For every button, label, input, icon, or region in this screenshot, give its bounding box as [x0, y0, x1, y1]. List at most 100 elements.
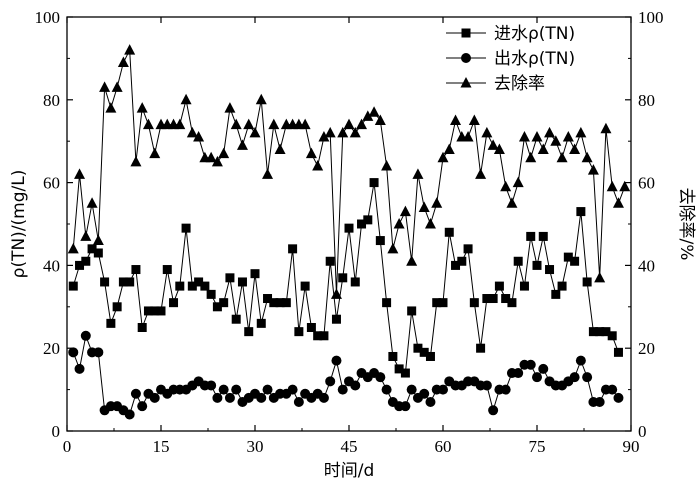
x-tick-label: 60: [435, 437, 452, 456]
data-point: [262, 168, 274, 179]
data-point: [236, 139, 248, 150]
data-point: [556, 151, 568, 163]
data-point: [569, 143, 581, 154]
data-point: [93, 347, 104, 358]
data-point: [306, 323, 316, 332]
data-point: [538, 231, 548, 241]
y-left-tick-label: 0: [52, 422, 61, 441]
data-point: [206, 289, 216, 299]
data-point: [357, 219, 367, 229]
data-point: [588, 327, 598, 337]
data-point: [507, 298, 517, 308]
data-point: [200, 281, 210, 291]
data-point: [400, 368, 410, 378]
data-point: [500, 180, 512, 192]
data-point: [513, 368, 524, 379]
data-point: [112, 302, 122, 312]
data-point: [387, 242, 399, 254]
data-point: [80, 230, 92, 241]
legend-marker: [460, 77, 472, 88]
data-point: [211, 155, 223, 167]
data-point: [337, 126, 349, 138]
data-point: [457, 256, 467, 266]
data-point: [288, 244, 298, 254]
data-point: [256, 392, 267, 403]
x-tick-label: 15: [153, 437, 170, 456]
data-point: [525, 359, 536, 370]
data-point: [136, 102, 148, 113]
data-point: [331, 355, 342, 366]
data-point: [382, 298, 392, 308]
data-point: [162, 265, 172, 275]
data-point: [194, 277, 204, 287]
legend-label: 进水ρ(TN): [494, 24, 575, 44]
data-point: [169, 298, 179, 308]
data-point: [205, 151, 217, 163]
data-point: [438, 298, 448, 308]
data-point: [274, 143, 286, 154]
data-point: [74, 363, 85, 374]
data-point: [237, 277, 247, 287]
data-point: [468, 114, 480, 125]
data-point: [255, 93, 267, 105]
data-point: [494, 281, 504, 291]
data-point: [80, 330, 91, 341]
series-circle: [68, 330, 624, 420]
data-point: [363, 215, 373, 225]
data-point: [142, 118, 154, 130]
data-point: [393, 218, 405, 229]
data-point: [513, 256, 523, 266]
data-point: [525, 151, 537, 163]
data-point: [607, 384, 618, 395]
data-point: [150, 306, 160, 316]
data-point: [325, 376, 336, 387]
legend-entry: 进水ρ(TN): [446, 24, 575, 44]
data-point: [313, 331, 323, 341]
data-point: [269, 298, 279, 308]
x-tick-label: 75: [529, 437, 546, 456]
data-point: [118, 277, 128, 287]
data-point: [300, 281, 310, 291]
data-point: [111, 81, 123, 92]
data-point: [344, 223, 354, 233]
data-point: [68, 347, 79, 358]
data-point: [437, 151, 449, 163]
data-point: [92, 234, 104, 246]
data-point: [343, 118, 355, 130]
data-point: [412, 168, 424, 179]
data-point: [544, 126, 556, 138]
data-point: [375, 236, 385, 246]
y-left-tick-label: 20: [43, 339, 60, 358]
data-point: [244, 327, 254, 337]
data-point: [81, 256, 91, 266]
data-point: [263, 294, 273, 304]
data-point: [551, 289, 561, 299]
data-point: [106, 318, 116, 328]
data-point: [413, 343, 423, 353]
x-tick-label: 30: [247, 437, 264, 456]
data-point: [281, 298, 291, 308]
legend-label: 去除率: [494, 74, 545, 94]
data-point: [105, 102, 117, 113]
data-point: [506, 197, 518, 208]
data-point: [512, 176, 524, 188]
x-tick-label: 0: [63, 437, 72, 456]
data-point: [532, 372, 542, 383]
data-point: [174, 118, 186, 130]
series-line: [72, 182, 619, 374]
data-point: [181, 223, 191, 233]
data-point: [532, 260, 542, 270]
data-point: [293, 397, 304, 408]
data-point: [600, 122, 612, 134]
data-point: [124, 409, 135, 420]
data-point: [550, 135, 562, 146]
y-left-tick-label: 60: [43, 174, 60, 193]
data-point: [501, 294, 511, 304]
data-point: [249, 126, 261, 138]
data-point: [613, 392, 624, 403]
data-point: [149, 147, 161, 159]
y-right-tick-label: 80: [638, 91, 655, 110]
data-point: [231, 314, 241, 324]
data-point: [450, 114, 462, 125]
